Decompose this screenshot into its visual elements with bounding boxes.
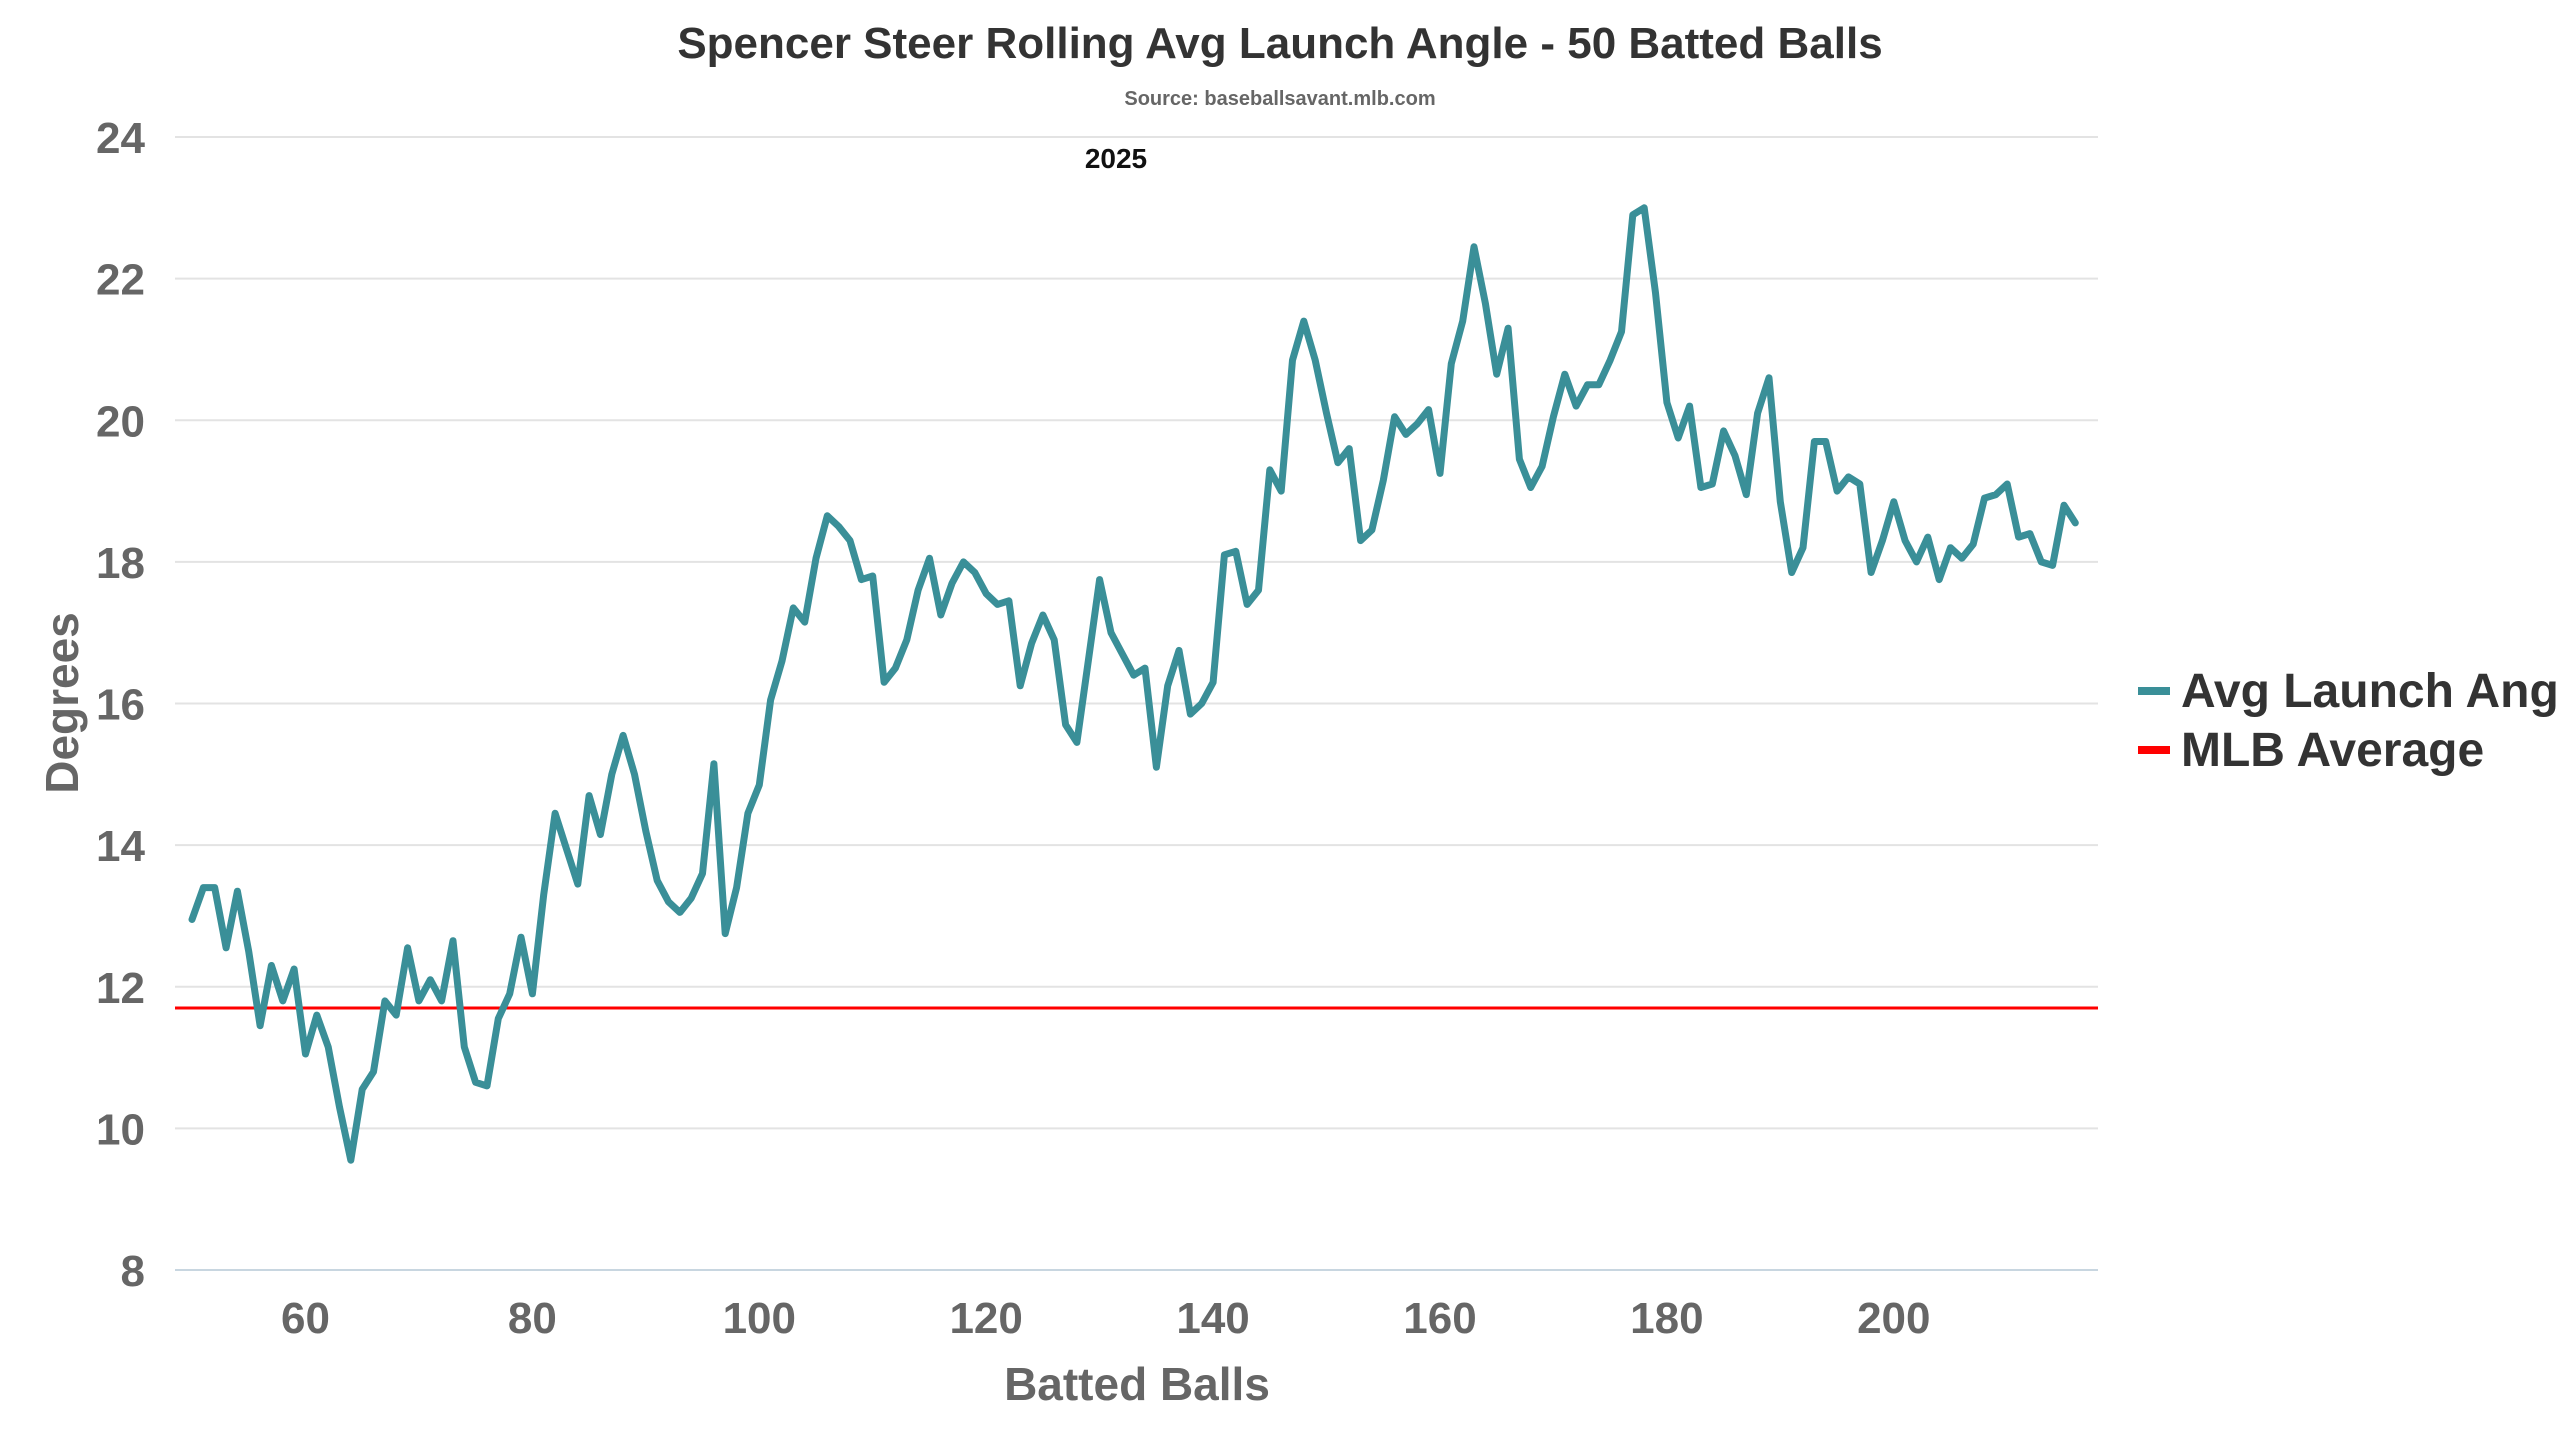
legend-label-mlb-average: MLB Average: [2181, 724, 2484, 777]
legend-label-avg-launch-angle: Avg Launch Angle: [2181, 665, 2560, 718]
y-tick-20: 20: [96, 397, 145, 446]
x-tick-180: 180: [1630, 1294, 1703, 1343]
x-tick-160: 160: [1403, 1294, 1476, 1343]
year-annotation: 2025: [1085, 143, 1147, 174]
y-tick-8: 8: [121, 1247, 145, 1296]
y-tick-24: 24: [96, 114, 145, 163]
y-tick-labels: 8 10 12 14 16 18 20 22 24: [96, 114, 145, 1296]
x-tick-140: 140: [1176, 1294, 1249, 1343]
chart-title: Spencer Steer Rolling Avg Launch Angle -…: [677, 19, 1882, 68]
legend-swatch-avg-launch-angle: [2138, 687, 2170, 695]
x-tick-200: 200: [1857, 1294, 1930, 1343]
x-axis-label: Batted Balls: [1004, 1358, 1270, 1410]
y-tick-14: 14: [96, 822, 145, 871]
y-tick-18: 18: [96, 539, 145, 588]
x-tick-60: 60: [281, 1294, 330, 1343]
avg-launch-angle-line: [188, 204, 2079, 1164]
legend: Avg Launch Angle MLB Average: [2138, 665, 2560, 777]
legend-swatch-mlb-average: [2138, 746, 2170, 754]
y-tick-12: 12: [96, 964, 145, 1013]
y-tick-10: 10: [96, 1105, 145, 1154]
y-tick-16: 16: [96, 681, 145, 730]
x-tick-120: 120: [949, 1294, 1022, 1343]
x-tick-labels: 60 80 100 120 140 160 180 200: [281, 1294, 1931, 1343]
x-tick-80: 80: [508, 1294, 557, 1343]
gridlines: [175, 136, 2098, 1130]
chart-subtitle: Source: baseballsavant.mlb.com: [1124, 88, 1435, 110]
y-tick-22: 22: [96, 256, 145, 305]
y-axis-label: Degrees: [36, 612, 88, 794]
x-tick-100: 100: [723, 1294, 796, 1343]
